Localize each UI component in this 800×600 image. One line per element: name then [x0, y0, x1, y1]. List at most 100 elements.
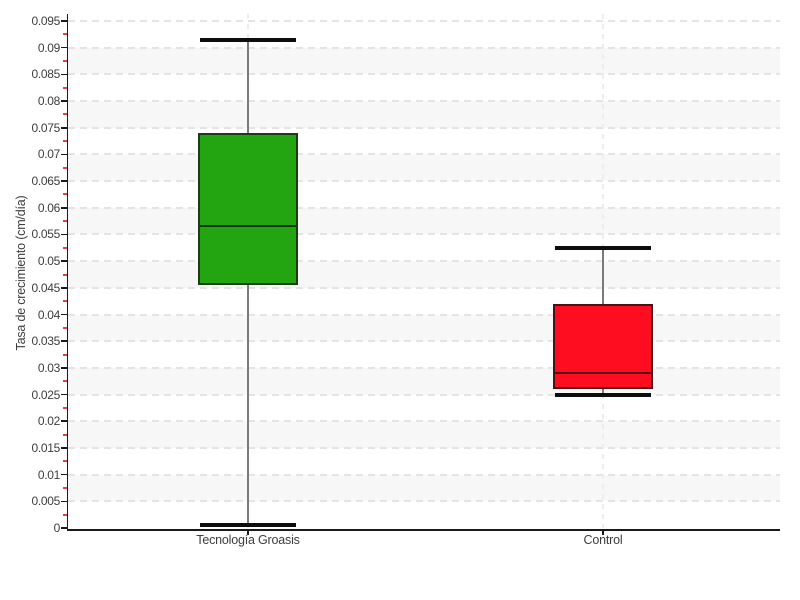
y-tick-label: 0.015: [31, 440, 60, 455]
y-minor-tick: [62, 513, 67, 516]
x-tick-label: Tecnología Groasis: [196, 533, 300, 547]
y-gridline: [68, 393, 780, 396]
y-gridline: [68, 420, 780, 423]
y-tick-label: 0.005: [31, 494, 60, 509]
y-tick-label: 0: [53, 521, 61, 535]
whisker-cap-bottom-control: [555, 392, 651, 397]
y-tick: [60, 180, 67, 182]
whisker-cap-top-groasis: [200, 37, 296, 42]
y-gridline: [68, 446, 780, 449]
y-gridline: [68, 500, 780, 503]
y-tick: [60, 100, 67, 102]
y-tick-label: 0.01: [37, 467, 60, 482]
y-tick: [60, 420, 67, 423]
y-tick: [60, 46, 67, 49]
y-tick: [60, 313, 67, 316]
y-minor-tick: [62, 406, 67, 409]
whisker-cap-bottom-groasis: [200, 523, 296, 528]
y-gridline: [68, 126, 780, 129]
y-gridline: [68, 100, 780, 103]
y-band: [68, 207, 780, 235]
y-minor-tick: [62, 246, 67, 249]
median-line-groasis: [200, 225, 296, 228]
y-tick-label: 0.065: [31, 174, 60, 189]
y-gridline: [68, 153, 780, 156]
y-band: [68, 367, 780, 395]
y-tick-label: 0.085: [31, 67, 60, 82]
y-gridline: [68, 233, 780, 236]
y-minor-tick: [62, 300, 67, 303]
y-tick: [60, 20, 67, 22]
y-tick-label: 0.02: [37, 414, 60, 429]
y-tick: [60, 473, 67, 476]
y-tick: [60, 500, 67, 503]
y-minor-tick: [62, 113, 67, 116]
y-band: [68, 421, 780, 448]
y-tick-label: 0.03: [37, 360, 60, 375]
y-tick: [60, 367, 67, 369]
y-tick-label: 0.09: [37, 40, 60, 55]
box-groasis: [198, 133, 298, 286]
y-gridline: [68, 260, 780, 263]
y-gridline: [68, 20, 780, 22]
y-gridline: [68, 73, 780, 76]
y-axis-line: [66, 14, 68, 531]
y-minor-tick: [62, 326, 67, 329]
y-minor-tick: [62, 33, 67, 36]
y-gridline: [68, 180, 780, 183]
y-tick-label: 0.035: [31, 334, 60, 349]
box-control: [553, 303, 653, 390]
y-tick: [60, 126, 67, 129]
y-minor-tick: [62, 60, 67, 63]
y-tick: [60, 340, 67, 342]
y-tick-label: 0.055: [31, 227, 60, 242]
y-tick: [60, 527, 67, 529]
y-minor-tick: [62, 140, 67, 143]
y-tick: [60, 393, 67, 396]
y-minor-tick: [62, 220, 67, 223]
y-band: [68, 101, 780, 128]
y-minor-tick: [62, 433, 67, 436]
y-band: [68, 261, 780, 288]
y-tick-label: 0.08: [37, 94, 60, 109]
y-tick-label: 0.06: [37, 200, 60, 215]
y-gridline: [68, 206, 780, 209]
y-tick-label: 0.045: [31, 280, 60, 295]
y-minor-tick: [62, 86, 67, 89]
y-minor-tick: [62, 273, 67, 276]
y-gridline: [68, 473, 780, 476]
y-minor-tick: [62, 353, 67, 356]
y-minor-tick: [62, 193, 67, 196]
y-tick: [60, 206, 67, 209]
y-tick: [60, 233, 67, 236]
y-gridline: [68, 366, 780, 369]
y-gridline: [68, 286, 780, 289]
x-axis-line: [66, 529, 780, 531]
y-gridline: [68, 313, 780, 316]
x-tick-label: Control: [583, 533, 623, 547]
y-tick: [60, 287, 67, 289]
x-tick: [602, 529, 604, 535]
y-tick-label: 0.095: [31, 14, 60, 28]
y-gridline: [68, 46, 780, 49]
y-tick-label: 0.04: [37, 307, 60, 322]
whisker-cap-top-control: [555, 245, 651, 250]
y-band: [68, 154, 780, 182]
y-tick: [60, 73, 67, 76]
y-minor-tick: [62, 166, 67, 169]
y-tick: [60, 447, 67, 449]
y-band: [68, 474, 780, 502]
y-minor-tick: [62, 486, 67, 489]
y-tick-label: 0.025: [31, 387, 60, 402]
y-gridline: [68, 340, 780, 343]
median-line-control: [555, 372, 651, 375]
y-tick-label: 0.05: [37, 254, 60, 269]
y-minor-tick: [62, 460, 67, 463]
y-band: [68, 314, 780, 342]
y-band: [68, 47, 780, 75]
x-tick: [247, 529, 249, 535]
y-tick-label: 0.075: [31, 120, 60, 135]
y-tick: [60, 153, 67, 156]
